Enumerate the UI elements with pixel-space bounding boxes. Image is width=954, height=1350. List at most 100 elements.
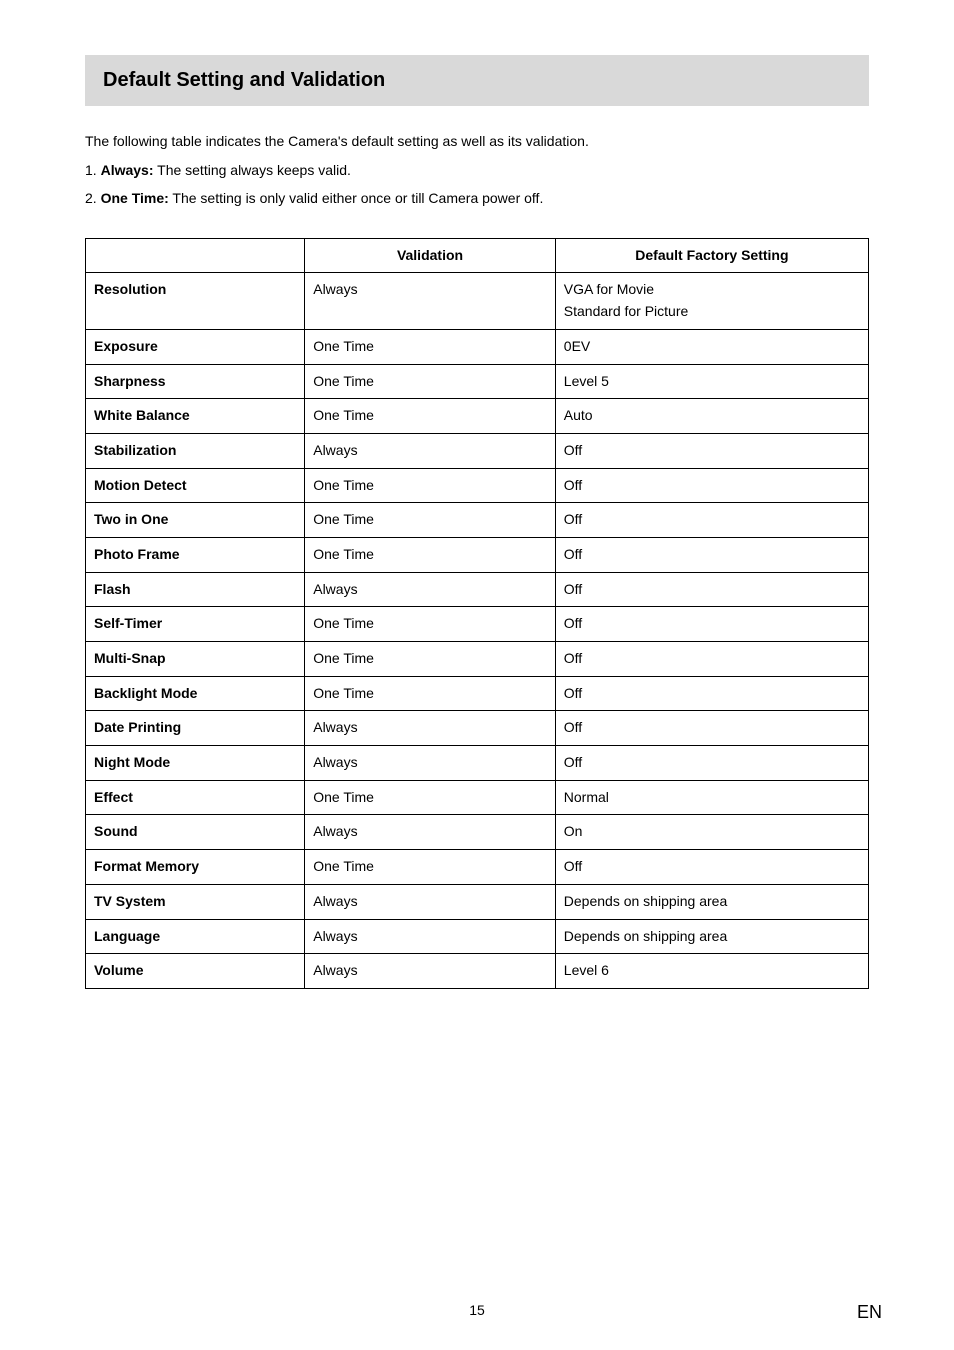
table-row: FlashAlwaysOff [86, 572, 869, 607]
row-setting-name: Exposure [86, 329, 305, 364]
table-row: StabilizationAlwaysOff [86, 433, 869, 468]
row-default: Off [555, 468, 868, 503]
row-setting-name: Sound [86, 815, 305, 850]
row-setting-name: Sharpness [86, 364, 305, 399]
table-row: SoundAlwaysOn [86, 815, 869, 850]
row-default: Off [555, 746, 868, 781]
table-row: Backlight ModeOne TimeOff [86, 676, 869, 711]
settings-table-wrapper: Validation Default Factory Setting Resol… [85, 238, 869, 989]
table-row: Motion DetectOne TimeOff [86, 468, 869, 503]
row-setting-name: Volume [86, 954, 305, 989]
row-default: Off [555, 850, 868, 885]
row-validation: Always [305, 884, 556, 919]
settings-table: Validation Default Factory Setting Resol… [85, 238, 869, 989]
row-setting-name: Multi-Snap [86, 642, 305, 677]
row-default: Off [555, 503, 868, 538]
table-body: ResolutionAlwaysVGA for MovieStandard fo… [86, 273, 869, 988]
row-validation: One Time [305, 537, 556, 572]
table-row: SharpnessOne TimeLevel 5 [86, 364, 869, 399]
page-number: 15 [469, 1302, 485, 1318]
row-validation: One Time [305, 468, 556, 503]
table-row: Self-TimerOne TimeOff [86, 607, 869, 642]
section-heading: Default Setting and Validation [103, 69, 859, 92]
header-empty [86, 238, 305, 273]
row-default: Off [555, 676, 868, 711]
intro-line-1: The following table indicates the Camera… [85, 128, 869, 155]
section-heading-box: Default Setting and Validation [85, 55, 869, 106]
intro3-rest: The setting is only valid either once or… [169, 190, 544, 206]
row-setting-name: Effect [86, 780, 305, 815]
row-default: Auto [555, 399, 868, 434]
intro2-bold: Always: [101, 162, 154, 178]
intro3-bold: One Time: [101, 190, 169, 206]
row-validation: One Time [305, 850, 556, 885]
row-validation: Always [305, 919, 556, 954]
table-header-row: Validation Default Factory Setting [86, 238, 869, 273]
row-setting-name: Backlight Mode [86, 676, 305, 711]
table-row: Date PrintingAlwaysOff [86, 711, 869, 746]
row-setting-name: Format Memory [86, 850, 305, 885]
row-setting-name: Stabilization [86, 433, 305, 468]
row-default: Off [555, 642, 868, 677]
row-validation: One Time [305, 607, 556, 642]
row-setting-name: Motion Detect [86, 468, 305, 503]
header-default: Default Factory Setting [555, 238, 868, 273]
row-setting-name: Night Mode [86, 746, 305, 781]
table-row: Night ModeAlwaysOff [86, 746, 869, 781]
row-validation: Always [305, 711, 556, 746]
language-code: EN [857, 1302, 882, 1323]
row-validation: One Time [305, 642, 556, 677]
row-validation: One Time [305, 399, 556, 434]
intro2-prefix: 1. [85, 162, 101, 178]
row-default: On [555, 815, 868, 850]
row-validation: Always [305, 815, 556, 850]
row-default: Normal [555, 780, 868, 815]
row-setting-name: Language [86, 919, 305, 954]
row-setting-name: Flash [86, 572, 305, 607]
row-default: Depends on shipping area [555, 884, 868, 919]
table-row: Photo FrameOne TimeOff [86, 537, 869, 572]
row-default-line: VGA for Movie [564, 279, 860, 301]
row-default: 0EV [555, 329, 868, 364]
row-default: Off [555, 572, 868, 607]
row-default: Off [555, 607, 868, 642]
row-default: Off [555, 537, 868, 572]
row-setting-name: Two in One [86, 503, 305, 538]
table-row: Multi-SnapOne TimeOff [86, 642, 869, 677]
table-row: Format MemoryOne TimeOff [86, 850, 869, 885]
row-validation: Always [305, 433, 556, 468]
row-validation: Always [305, 572, 556, 607]
row-setting-name: TV System [86, 884, 305, 919]
row-default-line: Standard for Picture [564, 301, 860, 323]
row-validation: Always [305, 746, 556, 781]
row-setting-name: Resolution [86, 273, 305, 329]
row-default: Level 5 [555, 364, 868, 399]
table-row: ExposureOne Time0EV [86, 329, 869, 364]
intro3-prefix: 2. [85, 190, 101, 206]
table-row: LanguageAlwaysDepends on shipping area [86, 919, 869, 954]
row-validation: One Time [305, 364, 556, 399]
table-row: TV SystemAlwaysDepends on shipping area [86, 884, 869, 919]
intro-line-2: 1. Always: The setting always keeps vali… [85, 157, 869, 184]
table-row: VolumeAlwaysLevel 6 [86, 954, 869, 989]
row-default: Off [555, 433, 868, 468]
row-setting-name: White Balance [86, 399, 305, 434]
row-validation: One Time [305, 503, 556, 538]
row-default: VGA for MovieStandard for Picture [555, 273, 868, 329]
row-validation: Always [305, 954, 556, 989]
row-validation: One Time [305, 780, 556, 815]
row-validation: One Time [305, 329, 556, 364]
intro-line-3: 2. One Time: The setting is only valid e… [85, 185, 869, 212]
row-setting-name: Photo Frame [86, 537, 305, 572]
intro-block: The following table indicates the Camera… [85, 128, 869, 212]
table-row: ResolutionAlwaysVGA for MovieStandard fo… [86, 273, 869, 329]
table-row: EffectOne TimeNormal [86, 780, 869, 815]
table-row: Two in OneOne TimeOff [86, 503, 869, 538]
row-default: Level 6 [555, 954, 868, 989]
row-validation: One Time [305, 676, 556, 711]
row-default: Off [555, 711, 868, 746]
row-setting-name: Date Printing [86, 711, 305, 746]
row-default: Depends on shipping area [555, 919, 868, 954]
row-validation: Always [305, 273, 556, 329]
table-row: White BalanceOne TimeAuto [86, 399, 869, 434]
